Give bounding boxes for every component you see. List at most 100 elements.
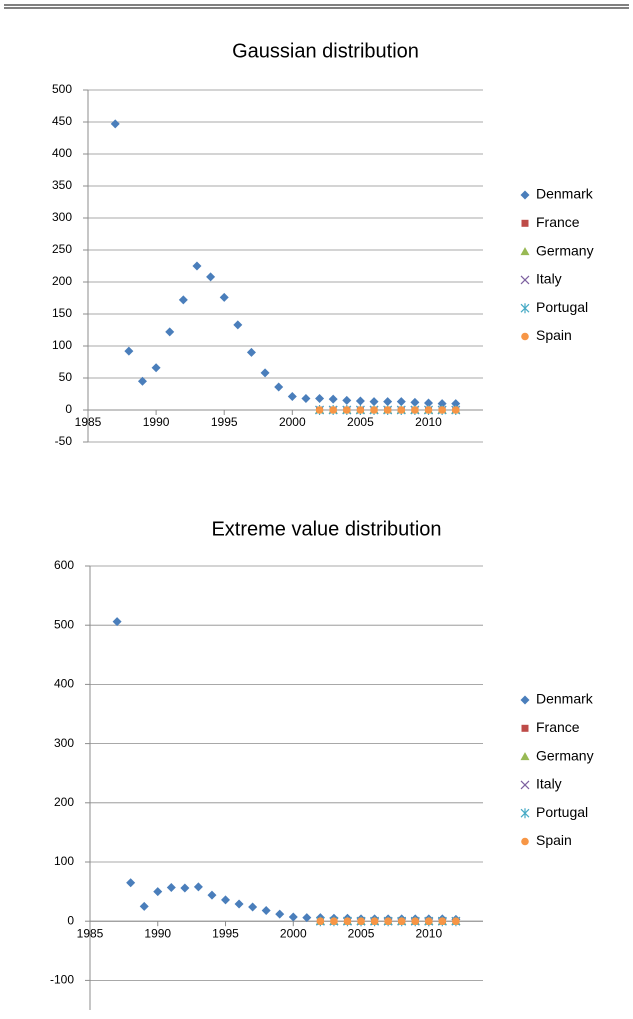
y-tick-label: 0 — [67, 913, 74, 927]
marker-diamond — [369, 397, 379, 407]
marker-diamond — [137, 376, 147, 386]
marker-circle — [438, 406, 446, 414]
y-tick-label: 200 — [54, 795, 74, 809]
x-tick-label: 2005 — [347, 415, 374, 429]
y-tick-label: 500 — [52, 82, 72, 96]
y-tick-label: 200 — [52, 274, 72, 288]
marker-circle — [315, 406, 324, 414]
marker-diamond — [193, 882, 203, 892]
marker-circle — [370, 917, 379, 925]
marker-circle — [329, 406, 337, 414]
x-tick-label: 2010 — [415, 415, 442, 429]
marker-diamond — [112, 617, 122, 627]
legend-label: France — [536, 719, 580, 735]
chart-title: Gaussian distribution — [232, 40, 419, 62]
marker-circle — [384, 917, 392, 925]
y-tick-label: 150 — [52, 306, 72, 320]
marker-diamond — [301, 393, 311, 403]
y-tick-label: 600 — [54, 558, 74, 572]
marker-circle — [383, 406, 392, 414]
marker-diamond — [274, 382, 284, 392]
x-tick-label: 1985 — [75, 415, 102, 429]
marker-diamond — [219, 292, 229, 302]
marker-triangle — [520, 247, 530, 256]
marker-diamond — [192, 261, 202, 271]
y-tick-label: -100 — [50, 973, 74, 987]
marker-diamond — [520, 190, 530, 200]
marker-diamond — [287, 392, 297, 402]
marker-diamond — [451, 399, 461, 409]
marker-diamond — [110, 119, 120, 129]
marker-circle — [452, 917, 460, 925]
marker-circle — [424, 917, 433, 925]
marker-circle — [370, 406, 378, 414]
legend-label: Spain — [536, 327, 572, 343]
marker-diamond — [275, 909, 285, 919]
marker-diamond — [328, 394, 338, 404]
legend-label: Spain — [536, 832, 572, 848]
y-tick-label: 400 — [52, 146, 72, 160]
marker-circle — [438, 917, 447, 925]
marker-diamond — [410, 397, 420, 407]
marker-star — [520, 303, 530, 314]
marker-diamond — [396, 397, 406, 407]
x-tick-label: 1995 — [212, 926, 239, 940]
x-tick-label: 1995 — [211, 415, 238, 429]
marker-square — [521, 219, 529, 227]
y-tick-label: 50 — [59, 370, 73, 384]
marker-x — [520, 780, 530, 790]
x-tick-label: 2010 — [415, 926, 442, 940]
y-tick-label: 0 — [65, 402, 72, 416]
marker-diamond — [248, 902, 258, 912]
marker-diamond — [207, 890, 217, 900]
legend-label: Portugal — [536, 299, 588, 315]
marker-diamond — [206, 272, 216, 282]
marker-diamond — [288, 912, 298, 922]
marker-circle — [424, 406, 433, 414]
marker-diamond — [261, 906, 271, 916]
marker-diamond — [139, 901, 149, 911]
marker-square — [521, 724, 529, 732]
chart-title: Extreme value distribution — [211, 518, 441, 540]
marker-circle — [316, 917, 325, 925]
y-tick-label: 250 — [52, 242, 72, 256]
marker-circle — [397, 917, 406, 925]
x-tick-label: 2000 — [279, 415, 306, 429]
marker-diamond — [260, 368, 270, 378]
y-tick-label: 300 — [52, 210, 72, 224]
x-tick-label: 2005 — [348, 926, 375, 940]
marker-diamond — [126, 878, 136, 888]
marker-diamond — [166, 882, 176, 892]
legend-label: Portugal — [536, 804, 588, 820]
marker-circle — [451, 406, 460, 414]
marker-circle — [411, 917, 420, 925]
x-tick-label: 1990 — [144, 926, 171, 940]
marker-circle — [411, 406, 419, 414]
marker-diamond — [233, 320, 243, 330]
marker-diamond — [180, 883, 190, 893]
marker-circle — [330, 917, 338, 925]
marker-circle — [521, 837, 529, 846]
marker-circle — [357, 917, 365, 925]
marker-diamond — [153, 887, 163, 897]
marker-diamond — [165, 327, 175, 337]
y-tick-label: -50 — [55, 434, 73, 448]
marker-diamond — [302, 913, 312, 923]
marker-diamond — [437, 399, 447, 409]
marker-diamond — [151, 363, 161, 373]
marker-circle — [521, 332, 529, 341]
legend-label: Denmark — [536, 691, 594, 707]
y-tick-label: 500 — [54, 617, 74, 631]
x-tick-label: 1985 — [77, 926, 104, 940]
marker-circle — [356, 406, 365, 414]
x-tick-label: 2000 — [280, 926, 307, 940]
marker-diamond — [124, 346, 134, 356]
marker-diamond — [221, 895, 231, 905]
legend-label: Italy — [536, 776, 562, 792]
marker-diamond — [178, 295, 188, 305]
legend-label: Germany — [536, 747, 594, 763]
y-tick-label: 100 — [52, 338, 72, 352]
marker-diamond — [342, 395, 352, 405]
